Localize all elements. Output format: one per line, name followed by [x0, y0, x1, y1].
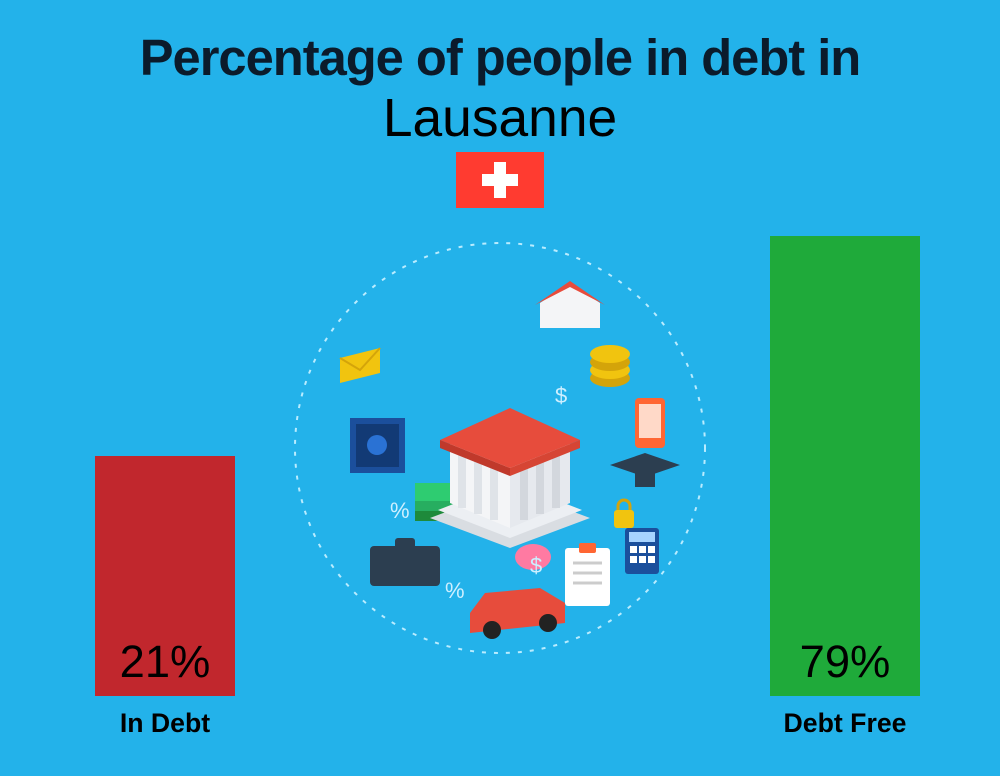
finance-illustration-svg: % % $ $	[280, 228, 720, 668]
page-subtitle: Lausanne	[0, 88, 1000, 149]
svg-text:$: $	[555, 383, 567, 408]
bar-debt-free-value: 79%	[770, 636, 920, 688]
swiss-flag-icon	[456, 152, 544, 208]
bar-debt-free-label: Debt Free	[784, 708, 907, 739]
infographic-canvas: Percentage of people in debt in Lausanne…	[0, 0, 1000, 776]
finance-illustration-icon: % % $ $	[280, 228, 720, 668]
bar-in-debt-value: 21%	[95, 636, 235, 688]
svg-text:%: %	[390, 498, 410, 523]
bar-in-debt-label: In Debt	[120, 708, 210, 739]
svg-text:%: %	[445, 578, 465, 603]
page-title: Percentage of people in debt in	[0, 28, 1000, 87]
flag-cross-horizontal	[482, 174, 518, 186]
bar-debt-free: 79% Debt Free	[770, 236, 920, 696]
svg-text:$: $	[530, 553, 542, 578]
bar-in-debt: 21% In Debt	[95, 456, 235, 696]
